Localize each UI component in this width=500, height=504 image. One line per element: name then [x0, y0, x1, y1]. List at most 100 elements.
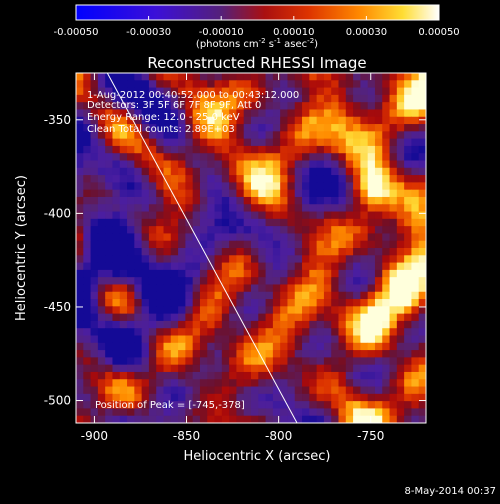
heatmap-cell: [353, 109, 361, 118]
heatmap-cell: [148, 320, 157, 329]
heatmap-cell: [90, 401, 99, 409]
heatmap-cell: [83, 342, 92, 351]
heatmap-cell: [302, 350, 310, 358]
heatmap-cell: [243, 262, 252, 271]
heatmap-cell: [207, 335, 216, 344]
heatmap-cell: [272, 211, 281, 220]
heatmap-cell: [76, 277, 84, 285]
heatmap-cell: [323, 291, 332, 300]
heatmap-cell: [251, 145, 259, 154]
heatmap-cell: [185, 408, 194, 417]
heatmap-cell: [280, 94, 288, 103]
heatmap-cell: [199, 138, 208, 147]
heatmap-cell: [338, 240, 347, 249]
heatmap-cell: [207, 299, 216, 307]
heatmap-cell: [207, 401, 216, 409]
heatmap-cell: [141, 269, 150, 278]
heatmap-cell: [156, 211, 164, 220]
heatmap-cell: [221, 255, 230, 264]
heatmap-cell: [389, 240, 398, 249]
heatmap-cell: [83, 233, 92, 242]
heatmap-cell: [148, 167, 157, 176]
heatmap-cell: [105, 255, 113, 264]
heatmap-cell: [338, 233, 347, 242]
heatmap-cell: [374, 371, 383, 380]
heatmap-cell: [323, 415, 332, 423]
heatmap-cell: [374, 182, 383, 191]
heatmap-cell: [382, 415, 391, 423]
heatmap-cell: [404, 284, 412, 293]
heatmap-cell: [229, 116, 237, 125]
heatmap-cell: [411, 393, 420, 402]
heatmap-cell: [367, 364, 376, 373]
heatmap-cell: [207, 204, 216, 213]
heatmap-cell: [272, 167, 281, 176]
heatmap-cell: [302, 131, 310, 140]
heatmap-cell: [207, 73, 216, 81]
heatmap-cell: [280, 80, 288, 89]
heatmap-cell: [192, 226, 201, 234]
heatmap-cell: [83, 80, 92, 89]
heatmap-cell: [76, 153, 84, 161]
heatmap-cell: [199, 320, 208, 329]
heatmap-cell: [389, 277, 398, 285]
heatmap-cell: [338, 357, 347, 366]
heatmap-cell: [280, 379, 288, 388]
heatmap-cell: [302, 291, 310, 300]
heatmap-cell: [112, 255, 121, 264]
heatmap-cell: [265, 291, 274, 300]
heatmap-cell: [374, 94, 383, 103]
heatmap-cell: [404, 306, 412, 315]
heatmap-cell: [178, 175, 186, 183]
heatmap-cell: [331, 350, 339, 358]
heatmap-cell: [251, 196, 259, 205]
heatmap-cell: [134, 364, 143, 373]
heatmap-cell: [265, 145, 274, 154]
heatmap-cell: [280, 240, 288, 249]
heatmap-cell: [119, 335, 128, 344]
heatmap-cell: [97, 160, 106, 169]
heatmap-cell: [163, 291, 172, 300]
heatmap-cell: [83, 269, 92, 278]
heatmap-cell: [265, 320, 274, 329]
heatmap-cell: [90, 255, 99, 264]
heatmap-cell: [83, 277, 92, 285]
heatmap-cell: [360, 401, 369, 409]
heatmap-cell: [345, 87, 354, 96]
heatmap-cell: [90, 284, 99, 293]
heatmap-cell: [265, 299, 274, 307]
heatmap-cell: [287, 182, 296, 191]
heatmap-cell: [258, 371, 267, 380]
heatmap-cell: [418, 102, 426, 110]
heatmap-cell: [199, 233, 208, 242]
heatmap-cell: [251, 189, 259, 198]
heatmap-cell: [345, 291, 354, 300]
heatmap-cell: [323, 240, 332, 249]
heatmap-cell: [374, 218, 383, 227]
heatmap-cell: [243, 196, 252, 205]
heatmap-cell: [112, 328, 121, 336]
heatmap-cell: [170, 393, 179, 402]
heatmap-cell: [243, 320, 252, 329]
heatmap-cell: [207, 182, 216, 191]
heatmap-cell: [389, 320, 398, 329]
heatmap-cell: [112, 109, 121, 118]
heatmap-cell: [97, 313, 106, 322]
heatmap-cell: [316, 313, 325, 322]
heatmap-cell: [251, 102, 259, 110]
heatmap-cell: [360, 277, 369, 285]
heatmap-cell: [199, 109, 208, 118]
heatmap-cell: [127, 73, 135, 81]
heatmap-cell: [374, 364, 383, 373]
heatmap-cell: [229, 415, 237, 423]
heatmap-cell: [163, 175, 172, 183]
heatmap-cell: [163, 116, 172, 125]
heatmap-cell: [287, 371, 296, 380]
heatmap-cell: [243, 131, 252, 140]
heatmap-cell: [367, 94, 376, 103]
heatmap-cell: [199, 379, 208, 388]
heatmap-cell: [243, 153, 252, 161]
heatmap-cell: [404, 145, 412, 154]
heatmap-cell: [119, 218, 128, 227]
heatmap-cell: [404, 182, 412, 191]
